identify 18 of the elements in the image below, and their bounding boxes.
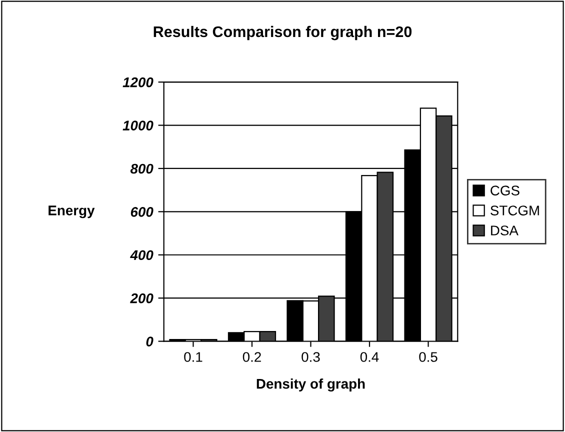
x-tick-label: 0.5 bbox=[419, 352, 438, 362]
x-tick-label: 0.4 bbox=[360, 352, 379, 362]
x-tick-label: 0.2 bbox=[242, 352, 261, 362]
y-tick-label: 800 bbox=[130, 164, 154, 174]
x-tick-label: 0.3 bbox=[302, 352, 320, 362]
x-tick-label: 0.1 bbox=[184, 352, 202, 362]
legend-label: DSA bbox=[491, 226, 518, 236]
x-axis-title: Density of graph bbox=[256, 378, 365, 392]
y-tick-label: 0 bbox=[146, 336, 154, 346]
y-tick-label: 200 bbox=[130, 293, 154, 304]
y-tick-label: 600 bbox=[130, 207, 154, 217]
y-tick-label: 1000 bbox=[122, 120, 154, 130]
legend-label: CGS bbox=[490, 186, 520, 196]
y-tick-label: 1200 bbox=[122, 77, 154, 88]
legend-label: STCGM bbox=[490, 206, 539, 216]
chart-title: Results Comparison for graph n=20 bbox=[154, 26, 412, 40]
y-axis-title: Energy bbox=[48, 206, 95, 218]
y-tick-label: 400 bbox=[130, 250, 154, 260]
